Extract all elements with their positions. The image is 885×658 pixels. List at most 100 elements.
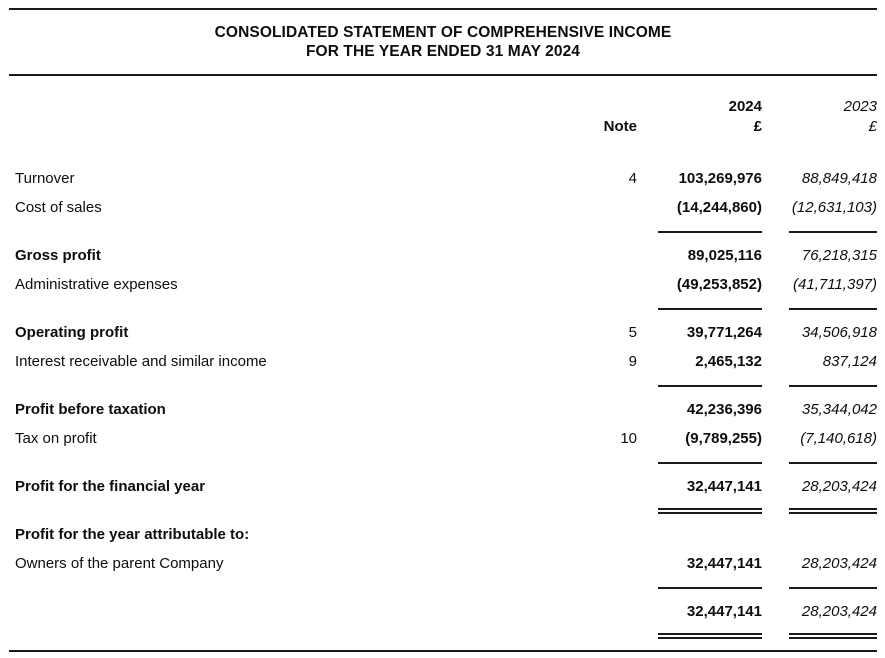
title-line-2: FOR THE YEAR ENDED 31 MAY 2024 <box>305 43 581 60</box>
value-2024: 32,447,141 <box>686 555 762 572</box>
row-label: Turnover <box>15 170 75 187</box>
statement-body: Turnover 4 103,269,976 88,849,418 Cost of sa… <box>9 164 877 645</box>
row-note: 5 <box>628 324 637 341</box>
single-rule-line <box>789 230 877 233</box>
currency-header-row: Note £ £ <box>9 116 877 136</box>
rule-cell-2023 <box>762 461 877 464</box>
top-rule <box>9 8 877 10</box>
single-rule-line <box>789 384 877 387</box>
rule-cell-2024 <box>637 586 762 589</box>
value-2023: 837,124 <box>822 353 877 370</box>
statement-row: Profit before taxation 42,236,396 35,344,0… <box>9 395 877 424</box>
value-2023: 28,203,424 <box>801 555 877 572</box>
statement-row: Operating profit 5 39,771,264 34,506,918 <box>9 318 877 347</box>
statement-row: Owners of the parent Company 32,447,141 28… <box>9 549 877 578</box>
subtotal-rule-row <box>9 222 877 241</box>
column-year-2023: 2023 <box>843 97 877 115</box>
subtotal-rule-row <box>9 299 877 318</box>
statement-row: Turnover 4 103,269,976 88,849,418 <box>9 164 877 193</box>
single-rule-line <box>658 307 762 310</box>
rule-cell-2023 <box>762 384 877 387</box>
grand-total-rule-row <box>9 626 877 645</box>
value-2023: 88,849,418 <box>801 170 877 187</box>
single-rule-line <box>658 461 762 464</box>
rule-cell-2023 <box>762 230 877 233</box>
value-2024: 2,465,132 <box>695 353 762 370</box>
rule-cell-2024 <box>637 461 762 464</box>
rule-cell-2023 <box>762 632 877 639</box>
statement-row: Interest receivable and similar income 9 2… <box>9 347 877 376</box>
row-label: Interest receivable and similar income <box>15 353 267 370</box>
statement-row: Profit for the year attributable to: <box>9 520 877 549</box>
value-2023: (7,140,618) <box>800 430 877 447</box>
value-2024: 89,025,116 <box>687 247 762 264</box>
grand-total-rule-row <box>9 501 877 520</box>
statement-row: Cost of sales (14,244,860) (12,631,103) <box>9 193 877 222</box>
single-rule-line <box>789 461 877 464</box>
column-note-header: Note <box>603 117 637 135</box>
row-label: Profit for the financial year <box>15 478 206 495</box>
header-rule <box>9 74 877 76</box>
single-rule-line <box>658 384 762 387</box>
value-2023: 28,203,424 <box>801 478 877 495</box>
rule-cell-2023 <box>762 307 877 310</box>
bottom-rule <box>9 650 877 652</box>
column-headers: 2024 2023 Note £ £ <box>9 76 877 136</box>
row-label: Owners of the parent Company <box>15 555 224 572</box>
column-year-2024: 2024 <box>728 97 762 115</box>
value-2024: (9,789,255) <box>685 430 762 447</box>
subtotal-rule-row <box>9 578 877 597</box>
value-2024: (49,253,852) <box>676 276 762 293</box>
row-note: 9 <box>628 353 637 370</box>
rule-cell-2023 <box>762 507 877 514</box>
statement-row: Administrative expenses (49,253,852) (41,7… <box>9 270 877 299</box>
rule-cell-2023 <box>762 586 877 589</box>
double-rule-line <box>789 632 877 639</box>
rule-cell-2024 <box>637 507 762 514</box>
row-label: Administrative expenses <box>15 276 178 293</box>
title-line-1: CONSOLIDATED STATEMENT OF COMPREHENSIVE … <box>214 24 672 41</box>
value-2024: (14,244,860) <box>676 199 762 216</box>
value-2024: 32,447,141 <box>686 478 762 495</box>
row-label: Profit for the year attributable to: <box>15 526 250 543</box>
value-2023: 28,203,424 <box>801 603 877 620</box>
rule-cell-2024 <box>637 230 762 233</box>
value-2023: 34,506,918 <box>801 324 877 341</box>
double-rule-line <box>658 507 762 514</box>
value-2023: (41,711,397) <box>793 276 877 293</box>
value-2023: (12,631,103) <box>791 199 877 216</box>
value-2023: 35,344,042 <box>801 401 877 418</box>
row-label: Operating profit <box>15 324 129 341</box>
double-rule-line <box>789 507 877 514</box>
statement-row: Tax on profit 10 (9,789,255) (7,140,618) <box>9 424 877 453</box>
statement-row: Gross profit 89,025,116 76,218,315 <box>9 241 877 270</box>
row-label: Tax on profit <box>15 430 97 447</box>
row-note: 4 <box>628 170 637 187</box>
value-2024: 39,771,264 <box>686 324 762 341</box>
value-2024: 32,447,141 <box>686 603 762 620</box>
row-label: Cost of sales <box>15 199 102 216</box>
row-label: Gross profit <box>15 247 101 264</box>
subtotal-rule-row <box>9 453 877 472</box>
year-header-row: 2024 2023 <box>9 96 877 116</box>
document-title: CONSOLIDATED STATEMENT OF COMPREHENSIVE … <box>9 10 877 74</box>
statement-row: 32,447,141 28,203,424 <box>9 597 877 626</box>
rule-cell-2024 <box>637 632 762 639</box>
rule-cell-2024 <box>637 384 762 387</box>
row-label: Profit before taxation <box>15 401 166 418</box>
column-currency-2023: £ <box>868 117 877 135</box>
single-rule-line <box>658 586 762 589</box>
double-rule-line <box>658 632 762 639</box>
rule-cell-2024 <box>637 307 762 310</box>
value-2023: 76,218,315 <box>801 247 877 264</box>
row-note: 10 <box>620 430 637 447</box>
single-rule-line <box>658 230 762 233</box>
subtotal-rule-row <box>9 376 877 395</box>
single-rule-line <box>789 586 877 589</box>
value-2024: 103,269,976 <box>678 170 762 187</box>
column-currency-2024: £ <box>753 117 762 135</box>
single-rule-line <box>789 307 877 310</box>
statement-row: Profit for the financial year 32,447,141 2… <box>9 472 877 501</box>
value-2024: 42,236,396 <box>686 401 762 418</box>
